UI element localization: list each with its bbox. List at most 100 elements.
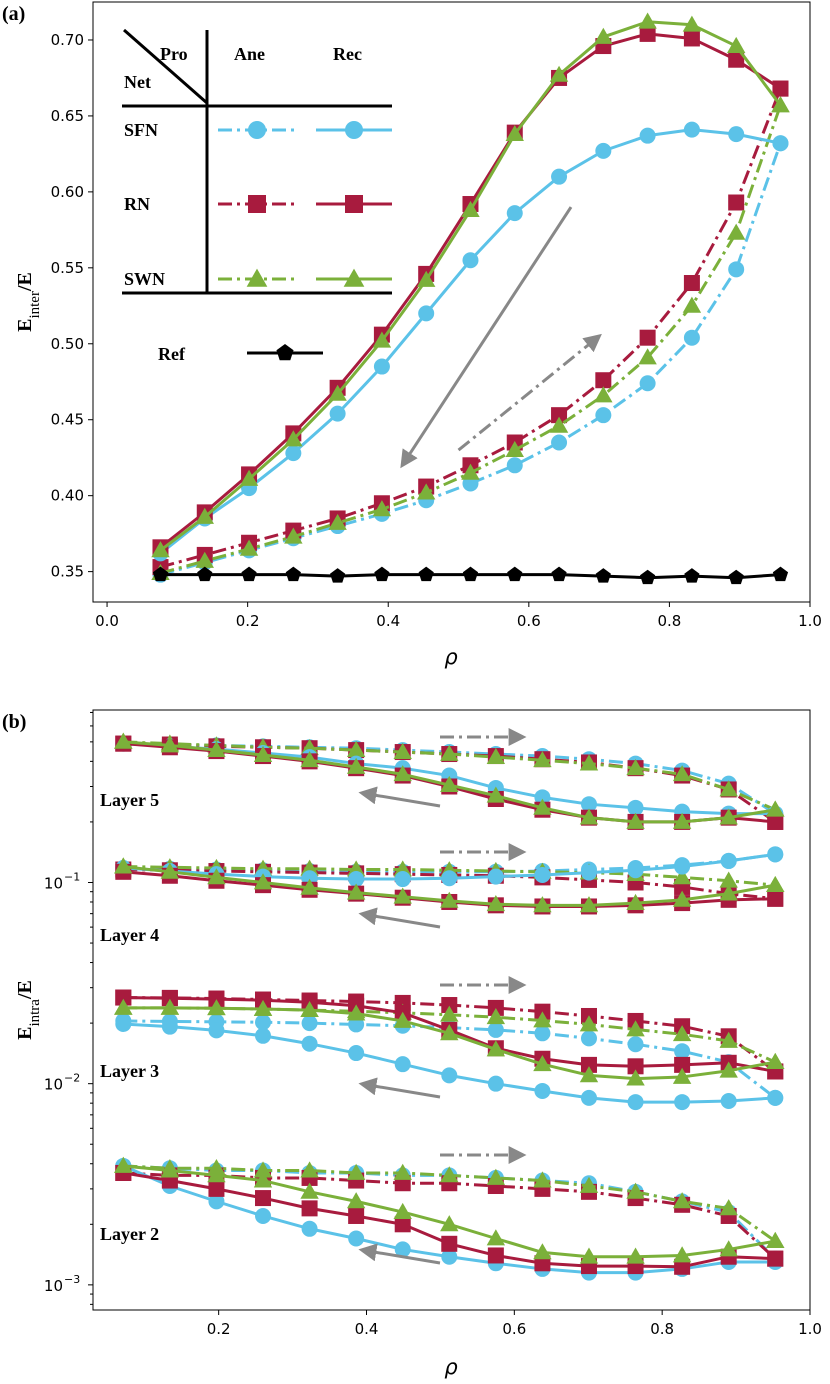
layer-5-point-sfn <box>627 799 644 816</box>
layer-2-point-swn <box>160 1161 180 1178</box>
recovery-direction-arrow <box>400 206 573 469</box>
data-point-ref <box>330 568 346 583</box>
layer-3-point-swn <box>579 1015 599 1032</box>
data-point-ref <box>241 566 257 582</box>
data-point-sfn <box>639 127 656 144</box>
layer-3-point-rn <box>580 1056 597 1073</box>
layer-4-point-sfn <box>534 866 551 883</box>
layer-3-point-sfn <box>674 1094 691 1111</box>
layer-4-point-rn <box>767 890 784 907</box>
layer-2-recovery-arrow <box>358 1243 441 1265</box>
legend-rec-header: Rec <box>333 44 362 64</box>
panel-a-ytick-label: 0.50 <box>51 335 84 353</box>
layer-3-point-sfn <box>487 1021 504 1038</box>
panel-b-xtick-label: 1.0 <box>798 1320 822 1338</box>
panel-a-label: (a) <box>2 3 25 25</box>
layer-2-point-sfn <box>441 1248 458 1265</box>
layer-5-point-swn <box>626 812 645 829</box>
layer-3-point-sfn <box>627 1094 644 1111</box>
layer-5-point-swn <box>626 758 645 776</box>
layer-4-point-sfn <box>674 858 691 875</box>
panel-a-xtick-label: 0.8 <box>657 612 681 630</box>
layer-4-point-swn <box>300 878 319 895</box>
layer-2-point-swn <box>719 1240 738 1257</box>
layer-3-point-swn <box>160 998 180 1015</box>
data-point-swn <box>195 551 214 568</box>
layer-5-point-swn <box>719 808 738 825</box>
layer-4-point-swn <box>766 875 785 893</box>
layer-3-point-rn <box>115 989 132 1006</box>
layer-3-point-sfn <box>115 1015 132 1032</box>
data-point-ref <box>772 566 789 582</box>
panel-a-ytick-label: 0.40 <box>51 487 84 505</box>
data-point-ref <box>507 566 523 582</box>
data-point-swn <box>594 27 613 44</box>
layer-4-point-swn <box>719 884 738 901</box>
layer-3-point-rn <box>441 997 458 1014</box>
panel-b-label: (b) <box>2 711 26 733</box>
layer-2-point-swn <box>346 1163 366 1180</box>
layer-5-point-swn <box>672 765 692 782</box>
data-point-swn <box>284 430 303 447</box>
layer-3-point-rn <box>487 999 504 1016</box>
layer-4-point-swn <box>253 873 273 890</box>
layer-5-point-swn <box>393 742 412 759</box>
layer-5-point-swn <box>533 751 552 768</box>
layer-4-point-swn <box>346 860 366 877</box>
layer-3-point-sfn <box>348 1045 365 1062</box>
layer-2-point-sfn <box>301 1220 318 1237</box>
layer-3-point-swn <box>626 1069 645 1086</box>
layer-2-point-swn <box>579 1247 599 1264</box>
layer-2-label: Layer 2 <box>100 1224 159 1244</box>
panel-b-ytick-exponent: −3 <box>64 1273 80 1286</box>
layer-4-point-swn <box>719 871 738 888</box>
panel-b: (b) 0.2 0.4 0.6 0.8 1.010−310−210−1 ρ Eintra… <box>2 709 822 1379</box>
layer-2-point-swn <box>533 1243 552 1260</box>
annealing-direction-arrow <box>457 333 602 452</box>
panel-b-ylabel-main: E <box>14 1027 36 1040</box>
layer-4-point-swn <box>160 862 180 879</box>
legend-swn-label: SWN <box>124 269 165 289</box>
data-point-sfn <box>683 121 700 138</box>
layer-3-label: Layer 3 <box>100 1061 159 1081</box>
legend-marker-sfn-ane <box>248 121 266 139</box>
legend-corner-diagonal <box>123 28 208 105</box>
layer-2-point-swn <box>440 1166 459 1183</box>
data-point-ref <box>152 566 169 582</box>
data-point-swn <box>416 270 436 287</box>
panel-a-ytick-label: 0.35 <box>51 563 84 581</box>
data-point-sfn <box>373 358 390 375</box>
data-point-swn <box>682 296 702 313</box>
data-point-ref <box>462 566 479 582</box>
layer-4-point-swn <box>486 894 506 912</box>
layer-2-point-swn <box>766 1231 785 1249</box>
layer-2-point-swn <box>533 1171 552 1188</box>
data-point-ref <box>640 569 656 585</box>
panel-a-ylabel-main: E <box>14 319 36 332</box>
layer-5-point-swn <box>486 747 506 764</box>
layer-5-point-swn <box>579 754 599 771</box>
layer-3-point-sfn <box>767 1089 784 1106</box>
tick-base: 10 <box>44 1277 63 1295</box>
panel-a-ytick-label: 0.55 <box>51 259 84 277</box>
layer-2-point-swn <box>253 1171 273 1188</box>
layer-5-point-swn <box>579 808 599 825</box>
legend-sfn-label: SFN <box>124 120 158 140</box>
panel-a: (a) 0.0 0.2 0.4 0.6 0.8 1.00.350.400.450.500.… <box>2 1 822 669</box>
panel-a-xtick-label: 0.4 <box>376 612 400 630</box>
panel-a-xtick-label: 0.6 <box>517 612 541 630</box>
data-point-swn <box>549 65 569 82</box>
layer-3-point-sfn <box>301 1015 318 1032</box>
legend-marker-ref <box>276 344 294 361</box>
data-point-swn <box>505 124 524 142</box>
layer-3-point-rn <box>674 1056 691 1073</box>
layer-3-point-sfn <box>534 1082 551 1099</box>
layer-4-point-swn <box>393 860 412 877</box>
panel-a-frame <box>92 1 811 603</box>
panel-a-xlabel: ρ <box>444 645 458 669</box>
panel-a-ytick-label: 0.70 <box>51 31 84 49</box>
legend-ane-header: Ane <box>234 44 265 64</box>
layer-5-point-swn <box>160 736 180 753</box>
panel-a-ytick-label: 0.60 <box>51 183 84 201</box>
layer-3-point-sfn <box>720 1093 737 1110</box>
